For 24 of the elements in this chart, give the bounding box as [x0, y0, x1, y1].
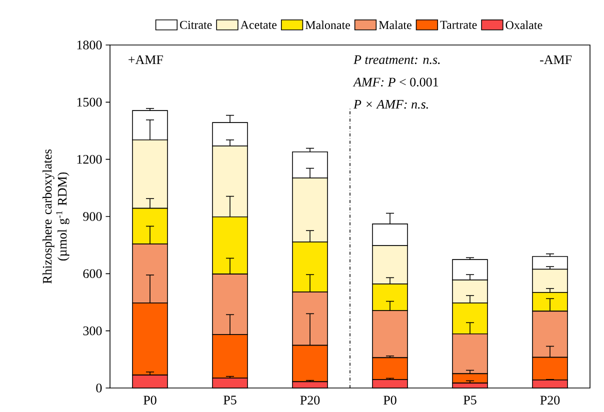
legend-label: Tartrate — [440, 20, 477, 29]
y-tick-label: 600 — [83, 269, 102, 278]
y-tick-label: 1200 — [77, 154, 102, 164]
legend-label: Citrate — [180, 20, 212, 29]
annotation: +AMF — [128, 55, 163, 64]
x-tick-label: P5 — [464, 396, 476, 404]
y-tick-label: 300 — [83, 326, 102, 336]
annotation: P treatment: n.s. — [353, 55, 440, 64]
x-tick-label: P5 — [224, 396, 236, 404]
y-tick-label: 1500 — [77, 98, 102, 107]
legend-label: Malonate — [305, 20, 350, 30]
legend-label: Oxalate — [506, 20, 542, 30]
x-tick-label: P20 — [300, 396, 320, 405]
annotation: P × AMF: n.s. — [353, 100, 428, 109]
legend-label: Acetate — [240, 20, 277, 29]
y-tick-label: 1800 — [77, 40, 102, 50]
y-tick-label: 900 — [83, 212, 102, 221]
x-tick-label: P0 — [144, 396, 156, 405]
y-tick-label: 0 — [96, 384, 102, 392]
x-tick-label: P0 — [384, 396, 396, 405]
legend-label: Malate — [378, 20, 412, 30]
annotation: AMF: P < 0.001 — [352, 78, 438, 87]
x-tick-label: P20 — [540, 396, 560, 405]
annotation: -AMF — [540, 55, 572, 64]
